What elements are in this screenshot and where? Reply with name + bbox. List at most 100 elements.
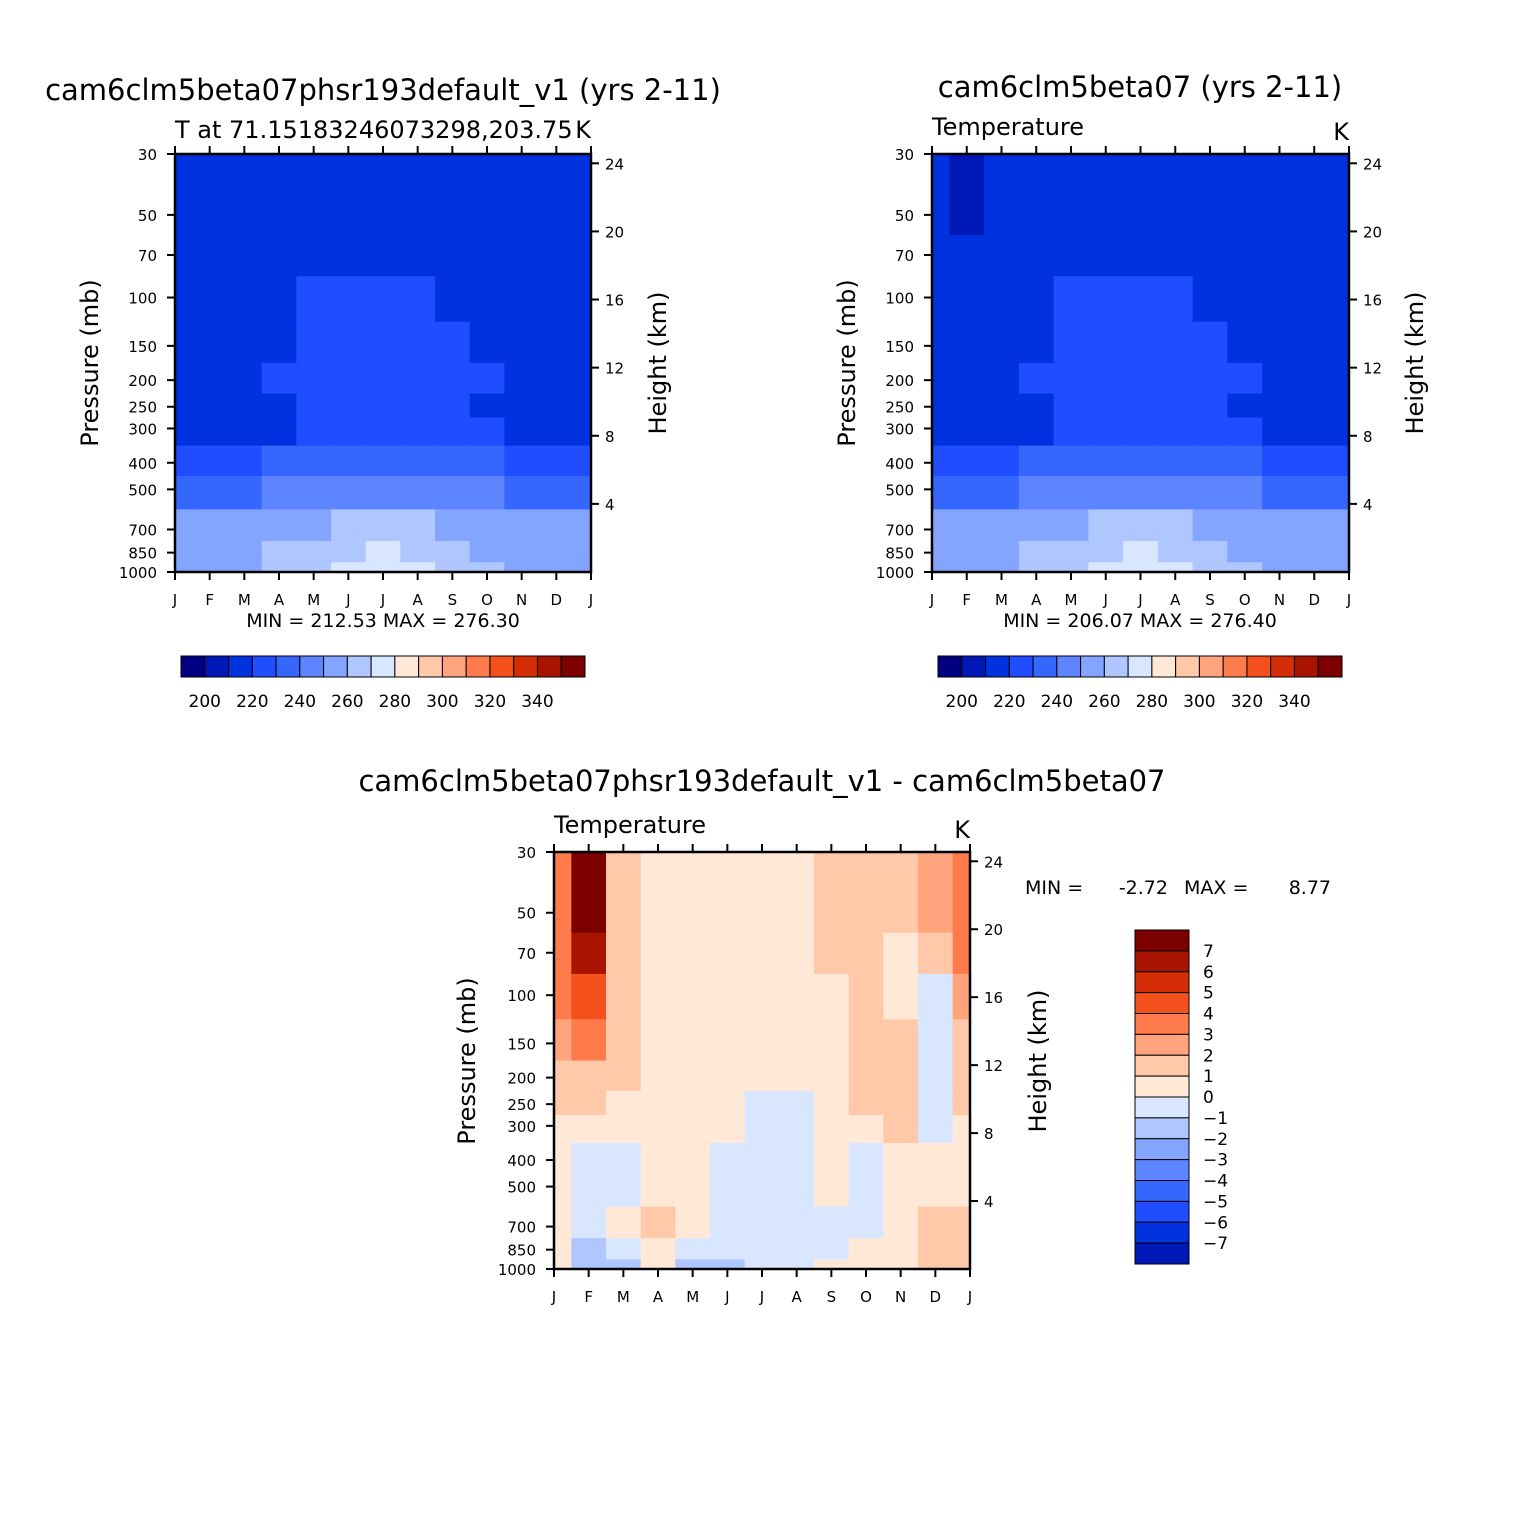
- contour-cell: [675, 973, 711, 1020]
- contour-cell: [1157, 321, 1194, 364]
- contour-cell: [1296, 393, 1333, 419]
- contour-cell: [949, 393, 985, 419]
- contour-cell: [554, 1114, 572, 1144]
- y-tick-label: 1000: [498, 1261, 536, 1279]
- contour-cell: [192, 541, 228, 563]
- contour-cell: [539, 393, 575, 419]
- contour-cell: [1262, 417, 1298, 447]
- panel-case-control: cam6clm5beta07 (yrs 2-11) Temperature K …: [833, 70, 1429, 712]
- contour-cell: [400, 184, 436, 236]
- contour-cell: [1157, 509, 1194, 542]
- contour-cell: [261, 562, 297, 573]
- y-tick-label: 100: [507, 987, 536, 1005]
- contour-cell: [883, 852, 919, 883]
- contour-cell: [1227, 276, 1263, 323]
- colorbar-label: −2: [1203, 1130, 1228, 1150]
- x-tick-label: D: [930, 1288, 942, 1306]
- contour-cell: [606, 1259, 642, 1270]
- contour-cell: [1123, 234, 1159, 277]
- y-tick-label: 850: [885, 545, 914, 563]
- colorbar-label: 0: [1203, 1088, 1214, 1108]
- contour-cell: [571, 1173, 607, 1208]
- contour-cell: [949, 363, 985, 395]
- contour-cell: [883, 1114, 919, 1144]
- contour-cell: [192, 234, 228, 277]
- contour-cell: [1018, 393, 1055, 419]
- contour-cell: [539, 562, 575, 573]
- colorbar-swatch: [1008, 655, 1034, 678]
- contour-cell: [331, 184, 367, 236]
- contour-cell: [571, 1114, 607, 1144]
- contour-cell: [1088, 417, 1124, 447]
- y-tick-label: 500: [128, 481, 157, 499]
- contour-cell: [744, 1060, 780, 1092]
- contour-cell: [952, 1173, 971, 1208]
- contour-cell: [779, 1142, 815, 1174]
- contour-cell: [175, 393, 193, 419]
- contour-cell: [227, 154, 263, 186]
- contour-cell: [1088, 321, 1124, 364]
- contour-cell: [710, 1090, 746, 1116]
- contour-cell: [848, 882, 884, 934]
- colorbar-swatch: [275, 655, 301, 678]
- colorbar-label: 260: [1088, 692, 1120, 712]
- contour-cell: [779, 852, 815, 883]
- contour-cell: [918, 932, 954, 975]
- contour-cell: [1157, 476, 1194, 511]
- colorbar-swatch: [228, 655, 253, 678]
- panel1-units: K: [575, 116, 592, 144]
- contour-cell: [984, 363, 1020, 395]
- colorbar-label: 6: [1203, 963, 1214, 983]
- colorbar-swatch: [1134, 1054, 1190, 1077]
- y-tick-label: 700: [507, 1219, 536, 1237]
- contour-cell: [1262, 276, 1298, 323]
- colorbar-swatch: [1134, 1242, 1190, 1265]
- contour-cell: [1018, 363, 1055, 395]
- colorbar-swatch: [323, 655, 348, 678]
- contour-cell: [1262, 184, 1298, 236]
- contour-cell: [227, 445, 263, 477]
- contour-cell: [331, 562, 367, 573]
- panel1-ylabel-right: Height (km): [644, 292, 672, 435]
- contour-cell: [949, 276, 985, 323]
- contour-cell: [1123, 184, 1159, 236]
- contour-cell: [1088, 393, 1124, 419]
- contour-cell: [227, 234, 263, 277]
- x-tick-label: N: [1274, 591, 1285, 609]
- contour-cell: [932, 154, 950, 186]
- contour-cell: [675, 882, 711, 934]
- contour-cell: [814, 1142, 850, 1174]
- x-tick-label: J: [759, 1288, 764, 1306]
- contour-cell: [1192, 234, 1228, 277]
- y-tick-label: 400: [128, 455, 157, 473]
- contour-cell: [932, 509, 950, 542]
- y-right-tick-label: 12: [1363, 360, 1382, 378]
- contour-cell: [1157, 234, 1194, 277]
- y-tick-label: 30: [138, 146, 157, 164]
- colorbar-label: 7: [1203, 942, 1214, 962]
- contour-cell: [640, 1060, 676, 1092]
- contour-cell: [571, 1090, 607, 1116]
- contour-cell: [814, 1206, 850, 1239]
- contour-cell: [779, 1090, 815, 1116]
- contour-cell: [949, 184, 985, 236]
- contour-cell: [554, 1259, 572, 1270]
- panel-difference: cam6clm5beta07phsr193default_v1 - cam6cl…: [358, 764, 1331, 1306]
- contour-cell: [261, 276, 297, 323]
- contour-cell: [848, 1206, 884, 1239]
- contour-cell: [1157, 562, 1194, 573]
- contour-cell: [331, 234, 367, 277]
- colorbar-swatch: [465, 655, 491, 678]
- contour-cell: [261, 154, 297, 186]
- contour-cell: [1331, 234, 1350, 277]
- contour-cell: [952, 852, 971, 883]
- x-tick-label: N: [516, 591, 527, 609]
- colorbar-label: 240: [284, 692, 316, 712]
- contour-cell: [1123, 509, 1159, 542]
- x-tick-label: M: [617, 1288, 630, 1306]
- colorbar-label: −5: [1203, 1192, 1228, 1212]
- contour-cell: [261, 509, 297, 542]
- colorbar-swatch: [299, 655, 325, 678]
- contour-cell: [1192, 321, 1228, 364]
